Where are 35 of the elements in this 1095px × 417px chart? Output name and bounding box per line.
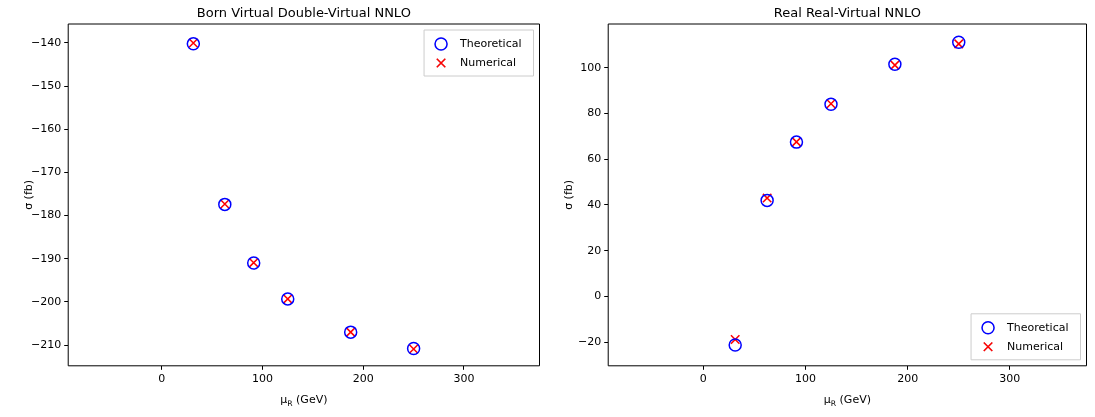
x-tick-label: 200	[352, 372, 374, 386]
x-tick-label: 0	[699, 372, 707, 386]
point	[730, 334, 741, 345]
y-tick-label: −210	[30, 337, 62, 351]
x-tick-label: 100	[794, 372, 816, 386]
y-tick-label: 60	[587, 152, 602, 166]
y-tick-label: −140	[30, 35, 62, 49]
legend-label: Numerical	[460, 55, 517, 69]
y-tick-label: 0	[594, 289, 602, 303]
x-tick-label: 300	[453, 372, 475, 386]
y-tick-label: −160	[30, 122, 62, 136]
x-tick-label: 200	[897, 372, 919, 386]
y-tick-label: 100	[580, 60, 602, 74]
chart-title: Real Real-Virtual NNLO	[773, 5, 921, 20]
legend-label: Theoretical	[459, 36, 522, 50]
x-tick-label: 300	[999, 372, 1021, 386]
legend-label: Theoretical	[1006, 320, 1069, 334]
y-axis-title: σ (fb)	[562, 179, 576, 210]
y-tick-label: 40	[587, 197, 602, 211]
y-tick-label: 20	[587, 243, 602, 257]
y-tick-label: −20	[578, 334, 602, 348]
y-tick-label: −180	[30, 208, 62, 222]
point	[728, 338, 742, 352]
y-axis-title: σ (fb)	[22, 179, 36, 210]
y-tick-label: −170	[30, 165, 62, 179]
y-tick-label: −190	[30, 251, 62, 265]
y-tick-label: 80	[587, 106, 602, 120]
y-tick-label: −200	[30, 294, 62, 308]
point	[762, 193, 773, 204]
x-tick-label: 100	[252, 372, 274, 386]
chart-title: Born Virtual Double-Virtual NNLO	[196, 5, 411, 20]
x-tick-label: 0	[158, 372, 166, 386]
y-tick-label: −150	[30, 79, 62, 92]
legend-label: Numerical	[1007, 339, 1064, 353]
point	[760, 193, 774, 208]
